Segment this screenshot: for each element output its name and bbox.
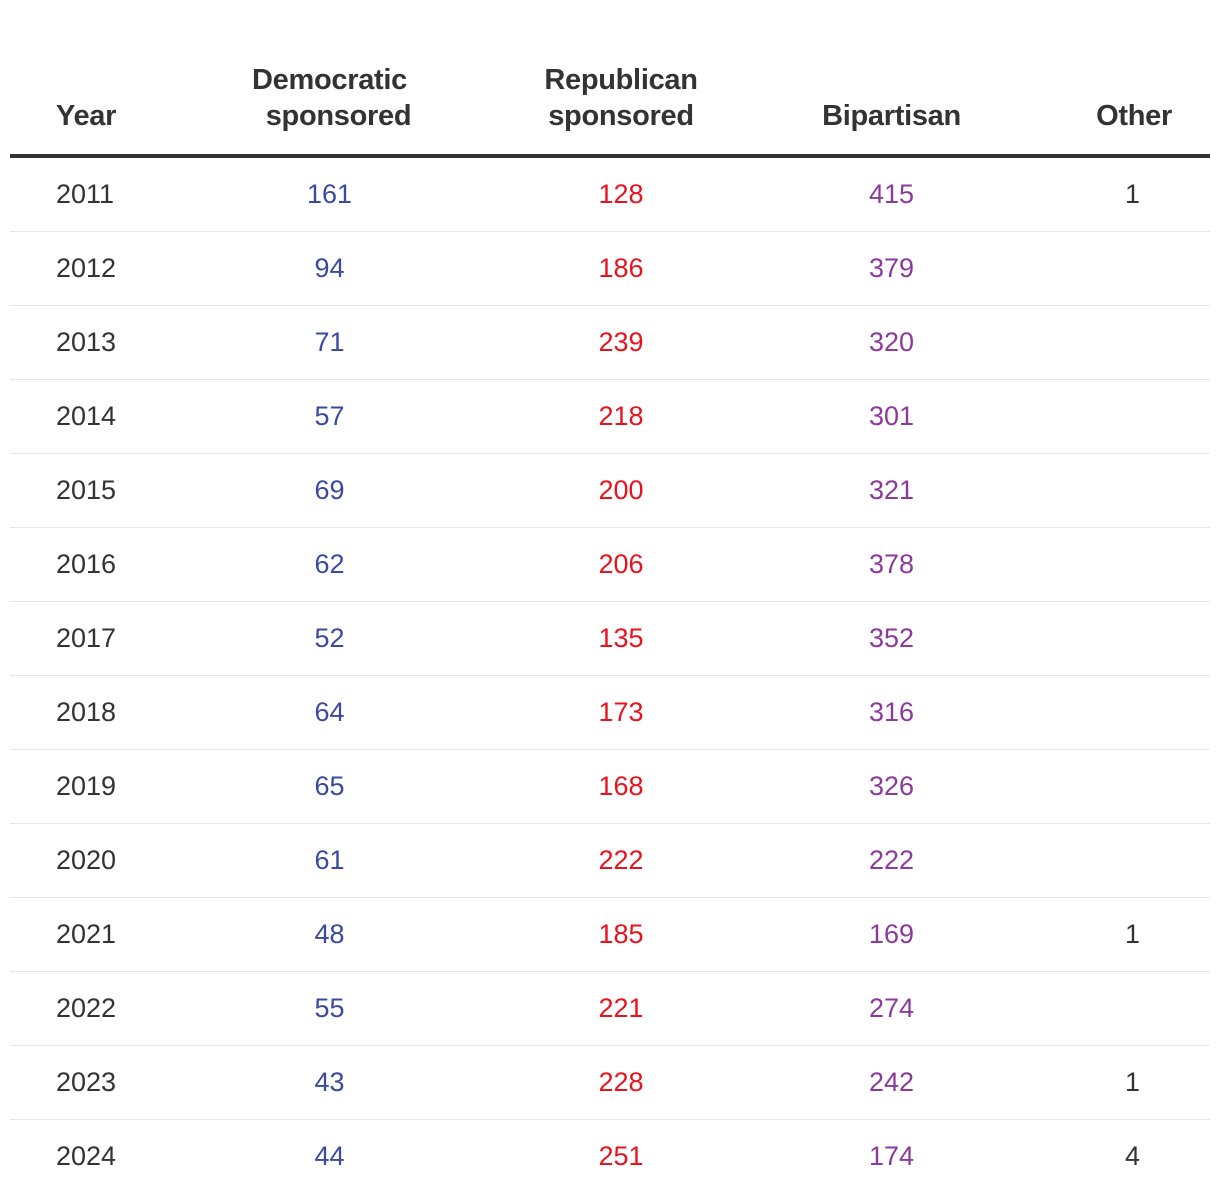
cell-other	[1053, 602, 1210, 676]
cell-republican: 200	[512, 454, 730, 528]
cell-year: 2019	[10, 750, 165, 824]
cell-bipartisan: 326	[730, 750, 1053, 824]
cell-bipartisan: 222	[730, 824, 1053, 898]
cell-democratic: 52	[165, 602, 512, 676]
header-row: Year Democratic sponsored Republican spo…	[10, 0, 1210, 156]
cell-year: 2014	[10, 380, 165, 454]
cell-republican: 168	[512, 750, 730, 824]
cell-year: 2023	[10, 1046, 165, 1120]
cell-year: 2013	[10, 306, 165, 380]
table-header: Year Democratic sponsored Republican spo…	[10, 0, 1210, 156]
cell-other: 1	[1053, 898, 1210, 972]
cell-year: 2018	[10, 676, 165, 750]
cell-bipartisan: 301	[730, 380, 1053, 454]
cell-year: 2020	[10, 824, 165, 898]
cell-other	[1053, 306, 1210, 380]
cell-democratic: 62	[165, 528, 512, 602]
cell-democratic: 65	[165, 750, 512, 824]
cell-other	[1053, 232, 1210, 306]
header-year: Year	[10, 0, 165, 156]
header-republican: Republican sponsored	[512, 0, 730, 156]
cell-bipartisan: 352	[730, 602, 1053, 676]
cell-year: 2012	[10, 232, 165, 306]
cell-republican: 185	[512, 898, 730, 972]
cell-other: 1	[1053, 156, 1210, 232]
cell-bipartisan: 321	[730, 454, 1053, 528]
sponsorship-table-container: Year Democratic sponsored Republican spo…	[10, 0, 1210, 1193]
cell-republican: 135	[512, 602, 730, 676]
header-democratic: Democratic sponsored	[165, 0, 512, 156]
cell-republican: 218	[512, 380, 730, 454]
cell-year: 2017	[10, 602, 165, 676]
cell-year: 2015	[10, 454, 165, 528]
cell-year: 2021	[10, 898, 165, 972]
cell-year: 2011	[10, 156, 165, 232]
cell-year: 2022	[10, 972, 165, 1046]
cell-republican: 239	[512, 306, 730, 380]
cell-democratic: 43	[165, 1046, 512, 1120]
cell-democratic: 69	[165, 454, 512, 528]
cell-republican: 228	[512, 1046, 730, 1120]
cell-other	[1053, 380, 1210, 454]
sponsorship-table: Year Democratic sponsored Republican spo…	[10, 0, 1210, 1193]
cell-republican: 173	[512, 676, 730, 750]
cell-democratic: 64	[165, 676, 512, 750]
cell-other	[1053, 824, 1210, 898]
cell-bipartisan: 320	[730, 306, 1053, 380]
header-bipartisan: Bipartisan	[730, 0, 1053, 156]
cell-bipartisan: 379	[730, 232, 1053, 306]
cell-republican: 128	[512, 156, 730, 232]
cell-other: 1	[1053, 1046, 1210, 1120]
cell-bipartisan: 316	[730, 676, 1053, 750]
cell-democratic: 61	[165, 824, 512, 898]
cell-bipartisan: 378	[730, 528, 1053, 602]
cell-democratic: 55	[165, 972, 512, 1046]
cell-democratic: 57	[165, 380, 512, 454]
cell-bipartisan: 169	[730, 898, 1053, 972]
cell-year: 2016	[10, 528, 165, 602]
cell-democratic: 94	[165, 232, 512, 306]
cell-bipartisan: 415	[730, 156, 1053, 232]
cell-other	[1053, 454, 1210, 528]
cell-other	[1053, 750, 1210, 824]
cell-democratic: 71	[165, 306, 512, 380]
cell-other	[1053, 972, 1210, 1046]
header-other: Other	[1053, 0, 1210, 156]
cell-other	[1053, 528, 1210, 602]
cell-democratic: 161	[165, 156, 512, 232]
cell-republican: 206	[512, 528, 730, 602]
cell-republican: 186	[512, 232, 730, 306]
cell-democratic: 48	[165, 898, 512, 972]
cell-other	[1053, 676, 1210, 750]
cell-republican: 221	[512, 972, 730, 1046]
cell-republican: 222	[512, 824, 730, 898]
cell-bipartisan: 274	[730, 972, 1053, 1046]
cell-bipartisan: 242	[730, 1046, 1053, 1120]
